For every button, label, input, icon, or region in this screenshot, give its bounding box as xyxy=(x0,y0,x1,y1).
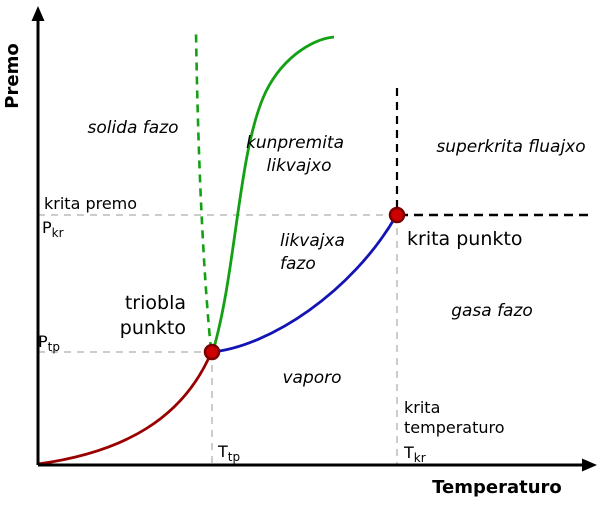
y-axis-arrow xyxy=(31,6,45,21)
critical-point-dot xyxy=(388,206,406,224)
x-axis-arrow xyxy=(582,458,597,472)
sublimation-curve xyxy=(37,352,213,466)
critical-pressure-symbol: Pkr xyxy=(42,218,64,240)
melting-curve-anomalous-dashed xyxy=(194,31,213,351)
liquid-phase-label-line2: fazo xyxy=(280,254,316,274)
vaporization-curve xyxy=(211,215,398,354)
triple-temperature-symbol: Ttp xyxy=(217,442,240,464)
y-axis-label: Premo xyxy=(2,43,23,108)
liquid-phase-label-line1: likvajxa xyxy=(280,231,345,251)
critical-pressure-label: krita premo xyxy=(44,194,137,213)
t-kr-subscript: kr xyxy=(414,451,426,465)
triple-pressure-symbol: Ptp xyxy=(38,332,60,354)
critical-temperature-label-line1: krita xyxy=(404,398,440,417)
critical-temperature-symbol: Tkr xyxy=(403,443,426,465)
t-kr-base: T xyxy=(403,443,414,462)
melting-curve xyxy=(211,35,335,352)
critical-point-label: krita punkto xyxy=(407,228,522,250)
compressed-liquid-label-line1: kunpremita xyxy=(246,133,344,153)
triple-point-dot xyxy=(203,343,221,361)
gas-phase-label: gasa fazo xyxy=(451,301,533,321)
triple-point-label-line1: triobla xyxy=(125,292,186,314)
critical-temperature-label-line2: temperaturo xyxy=(404,418,505,437)
t-tp-base: T xyxy=(217,442,228,461)
solid-phase-label: solida fazo xyxy=(87,118,178,138)
supercritical-fluid-label: superkrita fluajxo xyxy=(436,137,585,157)
vapor-label: vaporo xyxy=(282,368,341,388)
p-kr-base: P xyxy=(42,218,52,237)
p-kr-subscript: kr xyxy=(52,226,64,240)
t-tp-subscript: tp xyxy=(228,450,240,464)
compressed-liquid-label-line2: likvajxo xyxy=(267,156,332,176)
triple-point-label-line2: punkto xyxy=(120,317,186,339)
p-tp-base: P xyxy=(38,332,48,351)
x-axis-label: Temperaturo xyxy=(432,477,562,498)
p-tp-subscript: tp xyxy=(48,340,60,354)
